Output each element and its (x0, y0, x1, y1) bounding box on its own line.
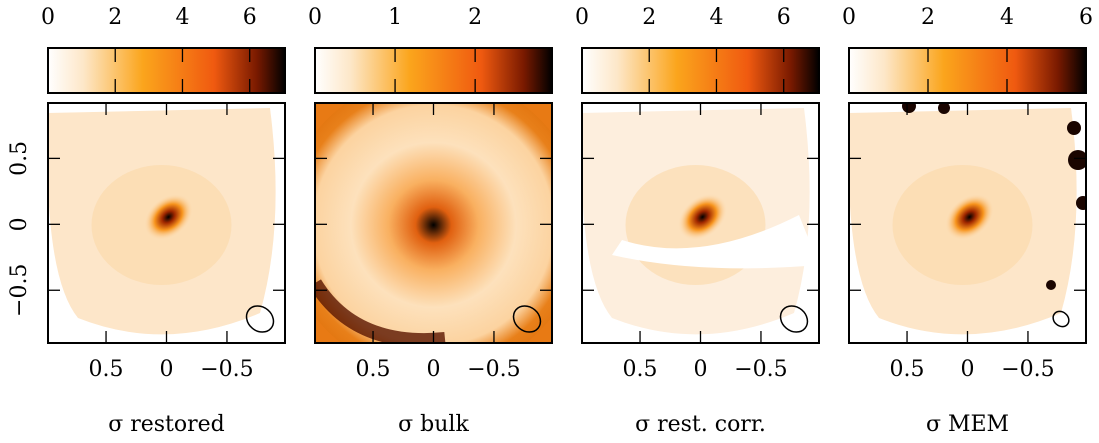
colorbar-tick-label: 2 (921, 5, 935, 30)
colorbar (849, 48, 1086, 93)
x-tick-label: −0.5 (1001, 357, 1054, 382)
colorbar-tick-label: 4 (1000, 5, 1014, 30)
panel-title: σ MEM (926, 412, 1009, 437)
x-tick-label: 0 (427, 357, 441, 382)
y-tick-label: 0.5 (7, 141, 32, 176)
x-tick-label: 0 (160, 357, 174, 382)
map-core (944, 193, 995, 241)
x-tick-label: 0 (694, 357, 708, 382)
beam (512, 305, 542, 333)
panel-title: σ restored (108, 412, 225, 437)
map-field (315, 103, 552, 343)
colorbar-frame (848, 47, 1087, 94)
map-dark-arc (315, 279, 446, 343)
x-tick-label: 0.5 (356, 357, 391, 382)
colorbar (315, 48, 552, 93)
colorbar-tick-label: 0 (575, 5, 589, 30)
beam (1052, 310, 1070, 328)
colorbar-frame (47, 47, 286, 94)
map-image (582, 103, 819, 343)
map-spot (1068, 150, 1086, 170)
map-image (849, 103, 1086, 343)
colorbar-frame (314, 47, 553, 94)
x-tick-label: −0.5 (734, 357, 787, 382)
map-core (143, 193, 194, 241)
y-tick-label: −0.5 (7, 264, 32, 317)
map-spot (1076, 196, 1086, 210)
y-tick-label: 0 (7, 217, 32, 231)
panel-title: σ bulk (398, 412, 469, 437)
x-tick-label: 0 (961, 357, 975, 382)
map-spot (1046, 280, 1056, 290)
colorbar-tick-label: 6 (777, 5, 791, 30)
colorbar-tick-label: 2 (642, 5, 656, 30)
x-tick-label: −0.5 (467, 357, 520, 382)
x-tick-label: 0.5 (623, 357, 658, 382)
panel: 0 1 2 0.5 0 −0.5 σ bulk (308, 5, 553, 437)
x-tick-label: 0.5 (890, 357, 925, 382)
x-tick-label: 0.5 (89, 357, 124, 382)
panel-title: σ rest. corr. (635, 412, 766, 437)
beam (245, 305, 275, 333)
beam (779, 305, 809, 333)
colorbar-tick-label: 2 (468, 5, 482, 30)
colorbar-tick-label: 2 (108, 5, 122, 30)
map-gap (612, 215, 819, 269)
colorbar-tick-label: 4 (175, 5, 189, 30)
colorbar-tick-label: 1 (388, 5, 402, 30)
panel: 0 2 4 6 0.5 0 −0.5 −0.5 0 0.5 σ restored (7, 5, 286, 437)
map-image (315, 103, 552, 343)
colorbar-tick-label: 0 (842, 5, 856, 30)
map-spot (938, 103, 950, 114)
panel: 0 2 4 6 0.5 0 −0.5 σ rest. corr. (575, 5, 820, 437)
map-spot (902, 103, 916, 113)
map-spot (1067, 121, 1081, 135)
map-core (677, 193, 728, 241)
colorbar-tick-label: 6 (243, 5, 257, 30)
colorbar-tick-label: 0 (308, 5, 322, 30)
colorbar (48, 48, 285, 93)
colorbar-tick-label: 4 (709, 5, 723, 30)
colorbar-tick-label: 6 (1079, 5, 1093, 30)
colorbar-frame (581, 47, 820, 94)
colorbar-tick-label: 0 (41, 5, 55, 30)
colorbar (582, 48, 819, 93)
panel: 0 2 4 6 0.5 0 −0.5 σ MEM (842, 5, 1093, 437)
x-tick-label: −0.5 (200, 357, 253, 382)
map-image (48, 103, 285, 343)
